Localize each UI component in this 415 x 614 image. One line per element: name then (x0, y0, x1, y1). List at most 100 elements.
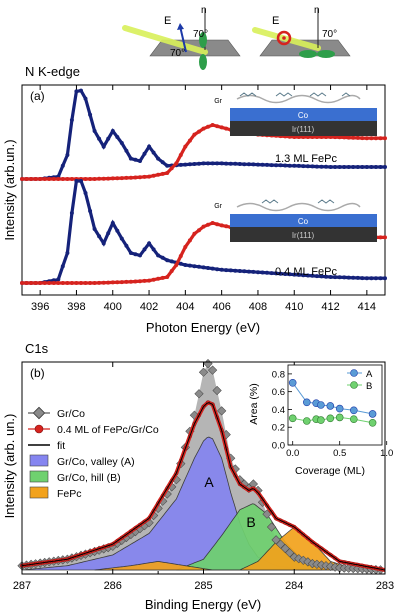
data-point (169, 166, 174, 171)
legend-label: Gr/Co, valley (A) (57, 456, 135, 468)
data-point (246, 162, 251, 167)
data-point (260, 162, 265, 167)
data-point (42, 281, 47, 285)
data-point (124, 148, 129, 153)
x-tick-label: 286 (104, 580, 122, 592)
inset-data-point (302, 398, 311, 407)
data-point (305, 164, 310, 169)
data-point (69, 177, 74, 181)
data-point (133, 252, 138, 257)
x-tick-label: 406 (212, 301, 230, 313)
data-point (337, 165, 342, 169)
geometry-sketch-right: E n 70° (252, 5, 351, 58)
series-annotation: 1.3 ML FePc (275, 153, 337, 165)
legend-item: fit (28, 440, 65, 452)
data-point (337, 275, 342, 280)
data-point (119, 280, 124, 285)
data-point (324, 164, 328, 169)
data-point (79, 179, 83, 183)
legend-label: FePc (57, 488, 82, 500)
data-point (151, 247, 156, 252)
data-point (265, 270, 269, 275)
data-point (83, 96, 88, 101)
data-point (178, 261, 183, 266)
data-point (246, 269, 251, 274)
fepc-molecules-icon (239, 92, 351, 97)
orbital-lobe-icon (317, 50, 335, 58)
data-point (115, 176, 120, 181)
data-point (265, 162, 269, 167)
data-point (219, 267, 224, 272)
data-point (292, 163, 297, 168)
data-point (346, 275, 351, 280)
data-point (215, 161, 220, 166)
inset-data-point (288, 378, 297, 387)
data-point (156, 156, 161, 161)
data-point (242, 162, 247, 167)
data-point (305, 273, 310, 278)
data-point (183, 162, 188, 167)
panel-b-title: C1s (25, 341, 49, 356)
data-point (301, 273, 306, 278)
data-point (224, 224, 229, 229)
data-point (373, 165, 378, 169)
data-point (38, 281, 43, 285)
data-point (355, 275, 360, 280)
data-point (83, 281, 88, 285)
data-point (310, 273, 315, 278)
polarization-out-of-plane-icon (276, 30, 292, 46)
inset-x-label: Coverage (ML) (295, 465, 365, 477)
data-point (92, 129, 97, 133)
data-point (219, 125, 224, 130)
data-point (124, 279, 129, 284)
data-point (29, 281, 34, 285)
x-axis: 396 398 400 402 404 406 408 410 412 414 (31, 85, 376, 313)
x-tick-label: 285 (194, 580, 212, 592)
fit-line (21, 402, 386, 571)
data-point (124, 243, 129, 248)
data-point (187, 138, 192, 143)
data-point (79, 88, 83, 93)
inset-x-tick-label: 1.0 (380, 448, 393, 459)
data-point (147, 174, 152, 179)
series-annotation: 0.4 ML FePc (275, 266, 337, 278)
panel-label: (a) (30, 89, 45, 103)
inset-series (288, 378, 377, 427)
data-point (206, 124, 210, 129)
gr-co-point (262, 509, 272, 519)
data-point (373, 276, 378, 281)
data-point (251, 269, 256, 274)
data-point (210, 161, 215, 166)
data-point (296, 163, 301, 168)
data-point (278, 271, 283, 276)
data-point (165, 171, 170, 175)
data-point (351, 165, 356, 169)
orbital-lobe-icon (299, 50, 317, 58)
data-point (20, 177, 24, 181)
data-point (56, 277, 61, 282)
inset-legend-label: B (366, 381, 372, 392)
data-point (128, 251, 133, 255)
data-point (60, 264, 65, 269)
e-vec-label: E (164, 15, 171, 27)
data-point (88, 281, 93, 285)
data-point (92, 227, 97, 231)
data-point (128, 279, 133, 284)
e-vector-arrow-icon (179, 25, 187, 53)
co-label: Co (298, 111, 309, 120)
legend: Gr/Co 0.4 ML of FePc/Gr/Co fit Gr/Co, va… (28, 406, 159, 500)
orbital-lobe-icon (199, 54, 207, 70)
data-point (42, 177, 47, 181)
data-point (74, 89, 79, 94)
inset-data-point (288, 414, 297, 423)
data-point (56, 177, 61, 181)
inset-data-point (317, 416, 325, 424)
data-point (215, 124, 220, 129)
gr-co-point (267, 522, 277, 532)
data-point (33, 281, 38, 285)
data-point (110, 129, 115, 133)
x-tick-label: 398 (67, 301, 85, 313)
data-point (383, 276, 387, 281)
inset-data-point (368, 418, 377, 427)
